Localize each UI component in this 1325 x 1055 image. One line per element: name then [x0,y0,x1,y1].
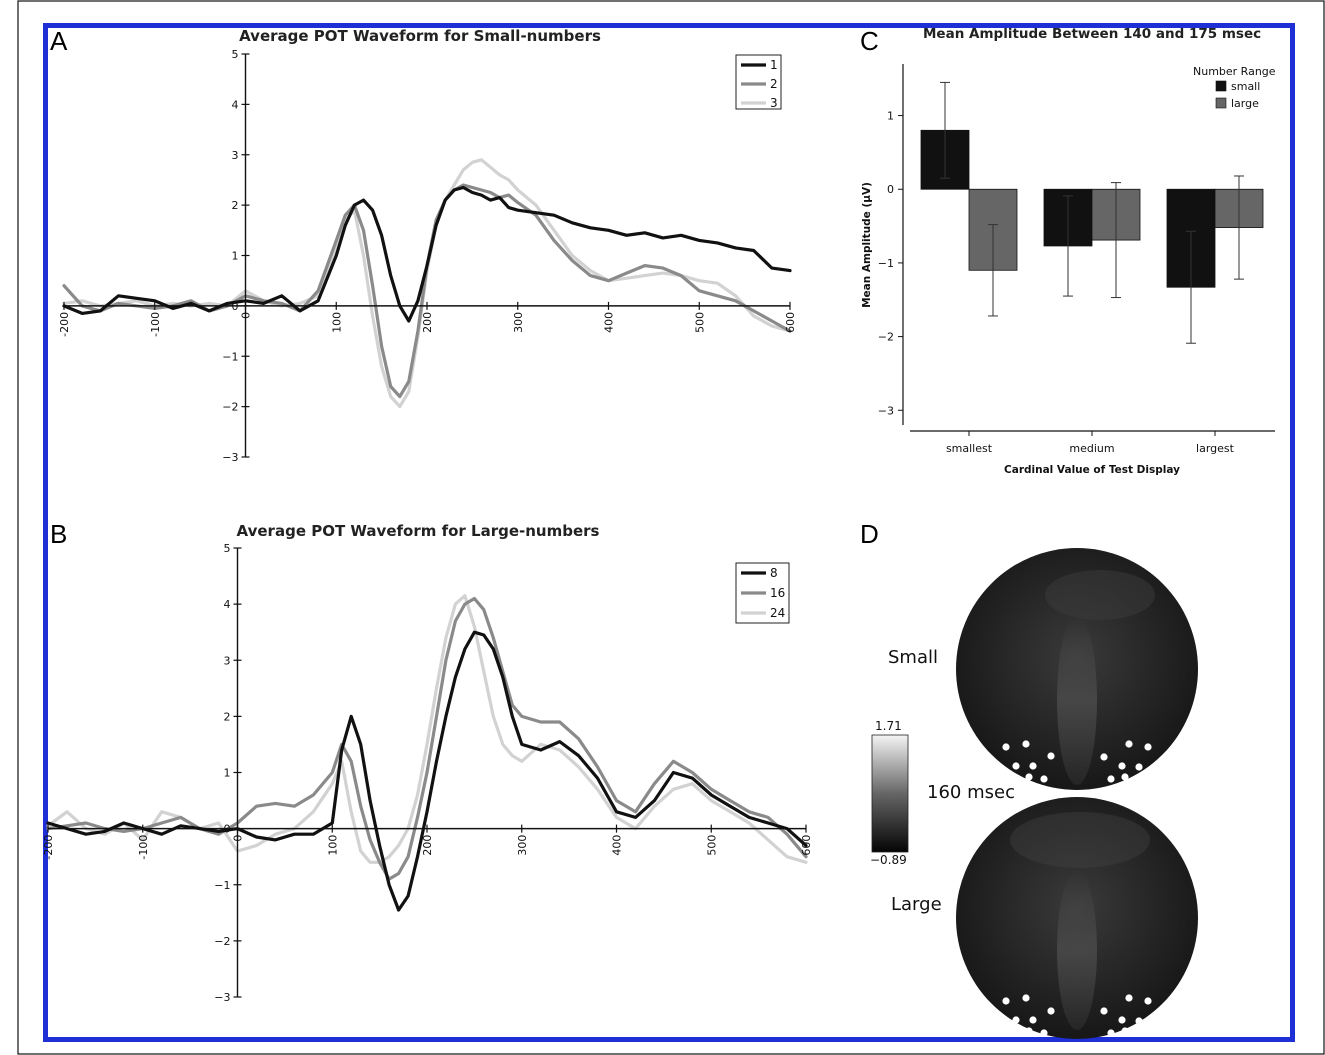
y-tick-label: 0 [232,300,239,313]
x-tick-label: 500 [705,835,718,856]
y-tick-label: 1 [232,250,239,263]
legend-title: Number Range [1193,65,1276,78]
panel-c: C Mean Amplitude Between 140 and 175 mse… [860,26,1276,476]
y-tick-label: 3 [224,654,231,667]
blue-frame [43,23,1295,1042]
x-tick-label: 500 [693,312,706,333]
series-line-3 [62,158,792,409]
x-tick-label: 200 [421,312,434,333]
chart-title-c: Mean Amplitude Between 140 and 175 msec [923,26,1261,42]
y-tick-label: −2 [214,935,230,948]
panel-letter-b: B [50,519,67,549]
y-tick-label: −3 [214,991,230,1004]
legend-label-3: 3 [770,96,778,110]
panel-letter-c: C [860,26,879,56]
x-tick-label: 100 [330,312,343,333]
scale-min-label: −0.89 [870,853,907,867]
x-tick-label: 100 [326,835,339,856]
legend-label-24: 24 [770,606,785,620]
y-tick-label: −3 [878,404,894,417]
legend-swatch-small [1215,80,1227,92]
legend-label-1: 1 [770,58,778,72]
legend-label-small: small [1231,80,1260,93]
time-label: 160 msec [927,782,1015,803]
label-small-head: Small [888,647,938,668]
y-tick-label: 5 [232,48,239,61]
series-line-2 [62,183,792,399]
y-tick-label: 2 [224,710,231,723]
scalp-map-small [956,548,1198,790]
x-tick-label: 200 [421,835,434,856]
label-large-head: Large [891,894,942,915]
y-tick-label: 5 [224,542,231,555]
x-tick-label: -100 [137,835,150,860]
outer-frame [17,0,1325,1055]
series-line-8 [46,630,808,912]
panel-d: D Small Large 160 msec 1.71 −0.89 [860,519,1198,1039]
y-tick-label: 1 [887,110,894,123]
y-tick-label: 0 [224,823,231,836]
y-tick-label: −2 [222,401,238,414]
x-tick-label: 600 [800,835,813,856]
y-tick-label: −2 [878,331,894,344]
panel-a: A Average POT Waveform for Small-numbers… [50,26,797,464]
y-tick-label: −1 [878,257,894,270]
panel-letter-d: D [860,519,879,549]
electrode-dots-large [1002,994,1152,1037]
y-tick-label: −3 [222,451,238,464]
scale-max-label: 1.71 [875,719,902,733]
y-tick-label: 1 [224,767,231,780]
x-tick-label: 400 [603,312,616,333]
legend-label-8: 8 [770,566,778,580]
electrode-dots-small [1002,740,1152,783]
color-scale-bar [871,734,909,853]
series-line-24 [46,594,808,864]
y-axis-label-c: Mean Amplitude (μV) [861,182,873,308]
x-axis-label-c: Cardinal Value of Test Display [1004,464,1180,476]
x-tick-label: 0 [240,312,253,319]
x-tick-label: 600 [784,312,797,333]
chart-title-a: Average POT Waveform for Small-numbers [239,27,601,45]
series-line-1 [62,185,792,323]
x-tick-label-medium: medium [1069,442,1114,455]
x-tick-label: 300 [516,835,529,856]
x-tick-label: 400 [611,835,624,856]
panel-b: B Average POT Waveform for Large-numbers… [42,519,813,1004]
x-tick-label: -200 [42,835,55,860]
scalp-map-large [956,797,1198,1039]
y-tick-label: −1 [222,350,238,363]
y-tick-label: 2 [232,199,239,212]
legend-label-large: large [1231,97,1259,110]
x-tick-label: 300 [512,312,525,333]
x-tick-label-largest: largest [1196,442,1235,455]
y-tick-label: 3 [232,149,239,162]
y-tick-label: 4 [224,598,231,611]
y-tick-label: −1 [214,879,230,892]
legend-label-2: 2 [770,77,778,91]
chart-title-b: Average POT Waveform for Large-numbers [237,522,600,540]
x-tick-label: -100 [149,312,162,337]
y-tick-label: 0 [887,183,894,196]
legend-swatch-large [1215,97,1227,109]
y-tick-label: 4 [232,98,239,111]
legend-label-16: 16 [770,586,785,600]
x-tick-label: -200 [58,312,71,337]
x-tick-label: 0 [232,835,245,842]
panel-letter-a: A [50,26,68,56]
x-tick-label-smallest: smallest [946,442,993,455]
